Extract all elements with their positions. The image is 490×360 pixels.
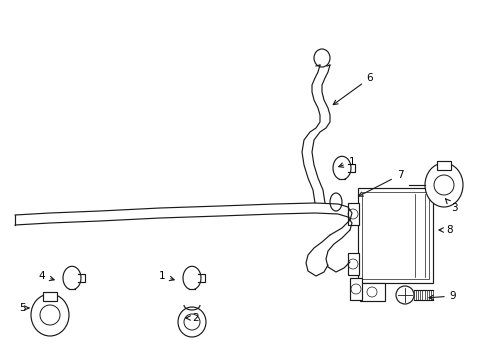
- Text: 6: 6: [333, 73, 373, 105]
- Text: 2: 2: [186, 313, 199, 323]
- Bar: [43, 292, 57, 301]
- Text: 8: 8: [439, 225, 453, 235]
- Text: 5: 5: [19, 303, 29, 313]
- Text: 4: 4: [39, 271, 54, 281]
- Text: 1: 1: [339, 157, 355, 167]
- Ellipse shape: [31, 294, 69, 336]
- Text: 1: 1: [159, 271, 174, 281]
- Bar: [348, 203, 359, 225]
- Bar: [350, 278, 362, 300]
- Bar: [360, 283, 385, 301]
- Ellipse shape: [425, 163, 463, 207]
- Bar: [348, 253, 359, 275]
- Bar: [437, 161, 451, 170]
- Ellipse shape: [178, 307, 206, 337]
- Bar: [362, 192, 429, 279]
- Bar: [358, 188, 433, 283]
- Text: 9: 9: [429, 291, 456, 301]
- Text: 7: 7: [359, 170, 403, 196]
- Circle shape: [396, 286, 414, 304]
- Ellipse shape: [330, 193, 342, 211]
- Text: 3: 3: [445, 199, 457, 213]
